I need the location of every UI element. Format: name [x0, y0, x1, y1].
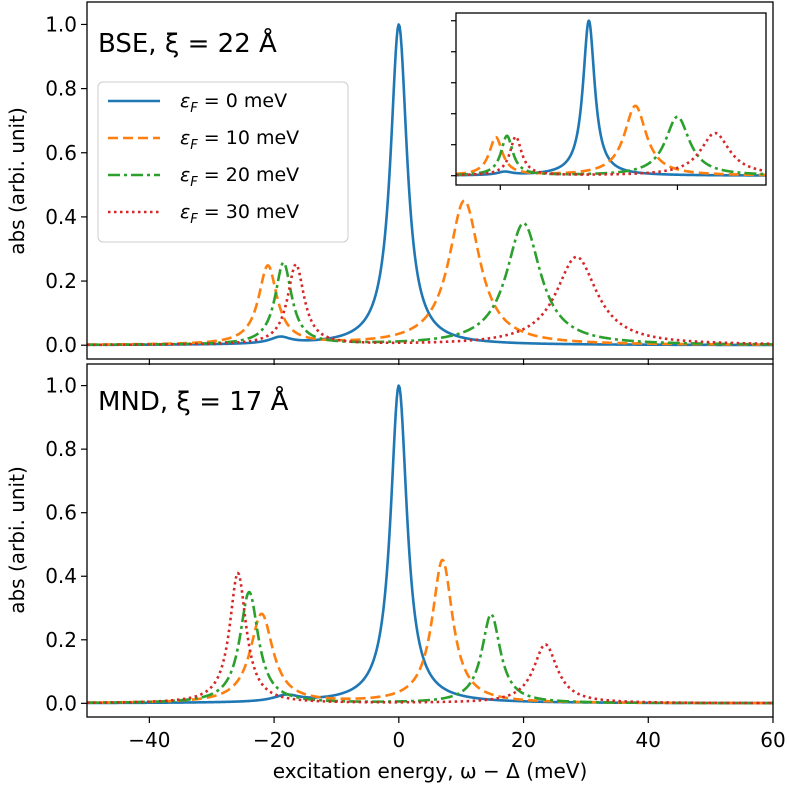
top-panel-label: BSE, ξ = 22 Å — [98, 27, 277, 59]
legend-label-3: εF = 30 meV — [180, 201, 299, 227]
bottom-x-ticks: −40 −20 0 20 40 60 — [128, 717, 786, 752]
legend-label-1: εF = 10 meV — [180, 127, 299, 153]
bottom-panel: 0.0 0.2 0.4 0.6 0.8 1.0 −40 −20 0 20 40 60 MND, ξ … — [5, 363, 786, 783]
bottom-xtick-label: 40 — [636, 728, 661, 752]
legend-items: εF = 0 meV εF = 10 meV εF = 20 meV εF = 30 … — [108, 90, 299, 227]
top-series-3 — [86, 255, 774, 347]
top-ytick-label: 0.8 — [45, 77, 77, 101]
top-series-2 — [86, 221, 774, 347]
bottom-ytick-label: 0.0 — [45, 691, 77, 715]
bottom-xtick-label: 60 — [760, 728, 785, 752]
legend-label-0: εF = 0 meV — [180, 90, 287, 116]
inset — [451, 12, 767, 190]
inset-series-2 — [455, 115, 767, 176]
top-y-ticks: 0.0 0.2 0.4 0.6 0.8 1.0 — [45, 12, 87, 357]
x-axis-title: excitation energy, ω − Δ (meV) — [273, 759, 588, 783]
inset-series-1 — [455, 104, 767, 177]
bottom-xtick-label: 20 — [511, 728, 536, 752]
top-ytick-label: 0.2 — [45, 269, 77, 293]
legend-box — [97, 81, 349, 243]
bottom-curves — [86, 384, 774, 705]
legend-label-2: εF = 20 meV — [180, 164, 299, 190]
top-panel: 0.0 0.2 0.4 0.6 0.8 1.0 BSE, ξ = 22 Å abs (ar… — [5, 1, 774, 365]
inset-ticks — [451, 20, 679, 190]
top-ytick-label: 0.0 — [45, 333, 77, 357]
bottom-series-0 — [86, 384, 774, 705]
top-ytick-label: 0.4 — [45, 205, 77, 229]
bottom-y-axis-title: abs (arbi. unit) — [5, 466, 29, 614]
bottom-xtick-label: −40 — [128, 728, 170, 752]
bottom-panel-frame — [86, 363, 774, 718]
top-series-1 — [86, 199, 774, 346]
bottom-ytick-label: 0.8 — [45, 437, 77, 461]
legend: εF = 0 meV εF = 10 meV εF = 20 meV εF = 30 … — [97, 81, 349, 243]
top-ytick-label: 1.0 — [45, 12, 77, 36]
top-ytick-label: 0.6 — [45, 141, 77, 165]
bottom-xtick-label: −20 — [253, 728, 295, 752]
bottom-series-3 — [86, 571, 774, 705]
bottom-ytick-label: 1.0 — [45, 374, 77, 398]
inset-series-3 — [455, 131, 767, 177]
bottom-xtick-label: 0 — [392, 728, 405, 752]
bottom-y-ticks: 0.0 0.2 0.4 0.6 0.8 1.0 — [45, 374, 87, 715]
top-curves — [86, 23, 774, 347]
inset-frame — [455, 12, 767, 186]
bottom-series-1 — [86, 558, 774, 705]
inset-curves — [455, 19, 767, 177]
bottom-ytick-label: 0.6 — [45, 501, 77, 525]
bottom-ytick-label: 0.2 — [45, 628, 77, 652]
top-y-axis-title: abs (arbi. unit) — [5, 107, 29, 255]
bottom-panel-label: MND, ξ = 17 Å — [98, 385, 289, 417]
top-panel-frame — [86, 1, 774, 360]
bottom-ytick-label: 0.4 — [45, 564, 77, 588]
bottom-series-2 — [86, 590, 774, 705]
